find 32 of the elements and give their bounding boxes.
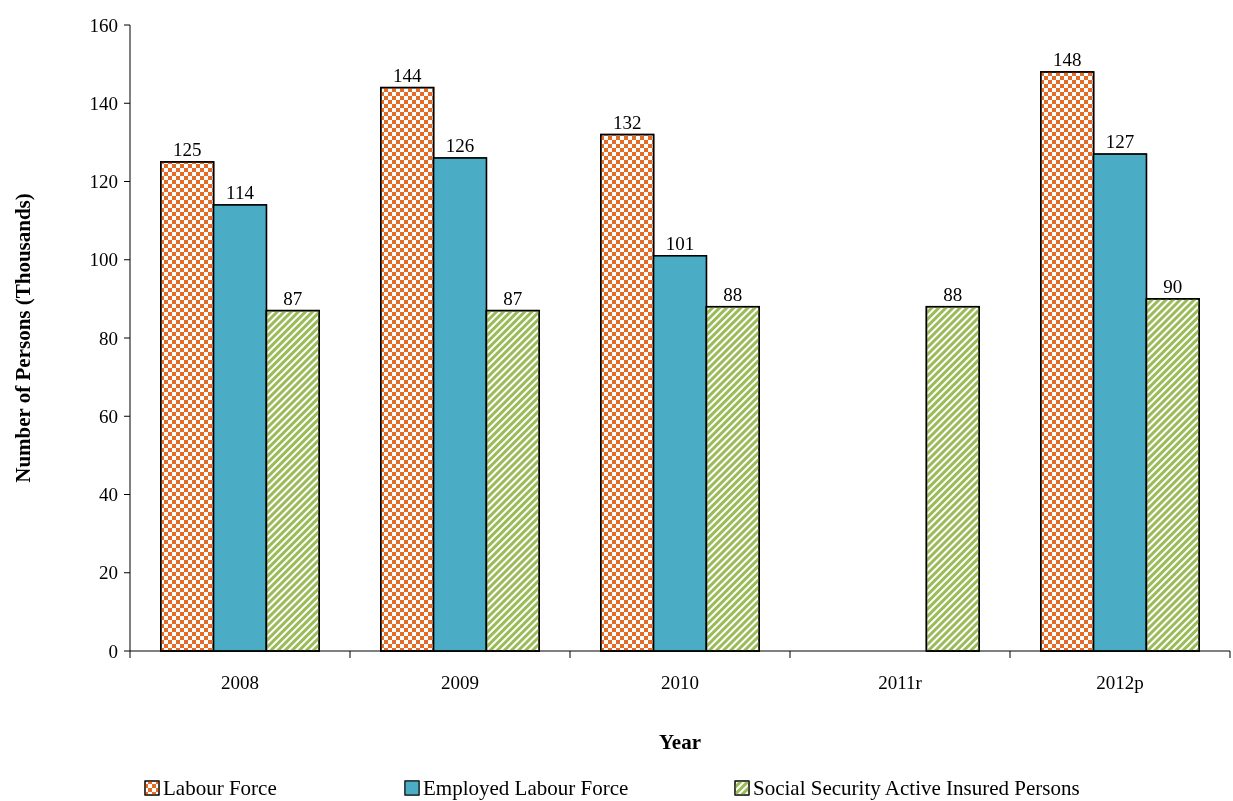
- data-label: 101: [665, 232, 695, 254]
- x-axis-title: Year: [659, 730, 701, 754]
- data-label: 114: [226, 181, 255, 203]
- data-label: 88: [723, 283, 743, 305]
- data-label: 127: [1105, 131, 1135, 153]
- data-label: 126: [445, 135, 475, 157]
- data-label: 148: [1052, 48, 1082, 70]
- x-tick-label: 2009: [441, 672, 479, 693]
- data-label: 132: [612, 111, 642, 133]
- data-label: 144: [392, 64, 422, 86]
- y-tick-label: 160: [89, 14, 118, 36]
- data-label: 125: [172, 138, 202, 160]
- y-tick-label: 60: [99, 405, 118, 427]
- x-tick-label: 2010: [661, 672, 699, 693]
- x-tick-label: 2011r: [878, 672, 923, 693]
- data-label: 90: [1163, 275, 1183, 297]
- legend-label: Social Security Active Insured Persons: [753, 776, 1080, 800]
- y-tick-label: 100: [89, 249, 118, 271]
- data-label: 88: [943, 283, 963, 305]
- x-tick-label: 2012p: [1096, 672, 1144, 693]
- data-label: 87: [503, 287, 523, 309]
- x-tick-label: 2008: [221, 672, 259, 693]
- y-tick-label: 80: [99, 327, 118, 349]
- y-tick-label: 140: [89, 92, 118, 114]
- y-tick-label: 40: [99, 484, 118, 506]
- y-tick-label: 20: [99, 562, 118, 584]
- y-axis-title: Number of Persons (Thousands): [11, 193, 35, 483]
- legend-label: Employed Labour Force: [423, 776, 629, 800]
- data-label: 87: [283, 287, 303, 309]
- legend-label: Labour Force: [163, 776, 277, 800]
- y-tick-label: 0: [108, 640, 118, 662]
- y-tick-label: 120: [89, 171, 118, 193]
